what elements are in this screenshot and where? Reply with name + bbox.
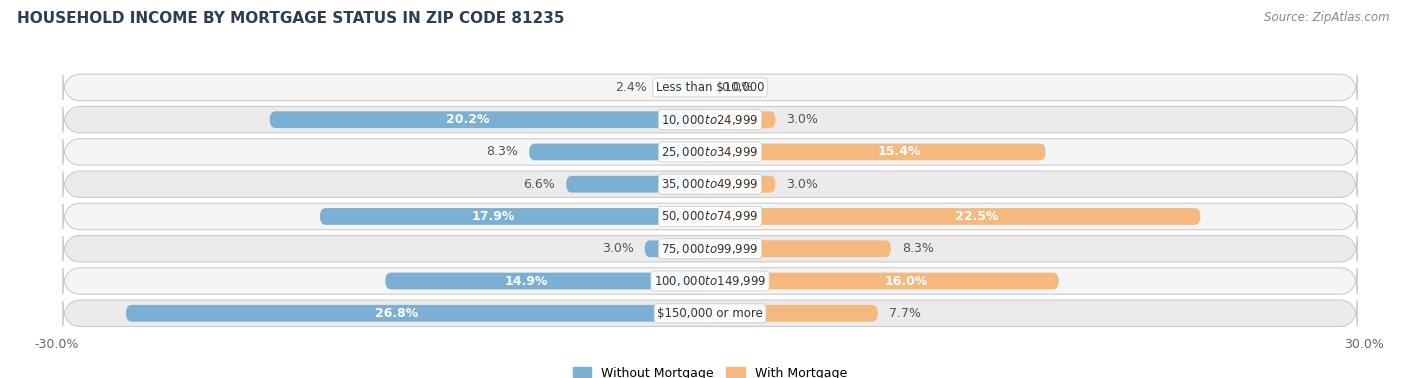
FancyBboxPatch shape bbox=[63, 171, 1357, 197]
FancyBboxPatch shape bbox=[644, 240, 710, 257]
FancyBboxPatch shape bbox=[710, 111, 776, 128]
FancyBboxPatch shape bbox=[710, 273, 1059, 290]
FancyBboxPatch shape bbox=[63, 203, 1357, 230]
FancyBboxPatch shape bbox=[529, 144, 710, 160]
Text: 3.0%: 3.0% bbox=[602, 242, 634, 255]
FancyBboxPatch shape bbox=[710, 208, 1201, 225]
FancyBboxPatch shape bbox=[63, 235, 1357, 262]
FancyBboxPatch shape bbox=[63, 139, 1357, 165]
Text: 17.9%: 17.9% bbox=[471, 210, 515, 223]
Text: $150,000 or more: $150,000 or more bbox=[657, 307, 763, 320]
Text: 7.7%: 7.7% bbox=[889, 307, 921, 320]
Text: $75,000 to $99,999: $75,000 to $99,999 bbox=[661, 242, 759, 256]
Text: 14.9%: 14.9% bbox=[505, 274, 547, 288]
FancyBboxPatch shape bbox=[385, 273, 710, 290]
Legend: Without Mortgage, With Mortgage: Without Mortgage, With Mortgage bbox=[568, 362, 852, 378]
Text: 6.6%: 6.6% bbox=[523, 178, 555, 191]
FancyBboxPatch shape bbox=[127, 305, 710, 322]
FancyBboxPatch shape bbox=[567, 176, 710, 193]
FancyBboxPatch shape bbox=[710, 240, 891, 257]
Text: $100,000 to $149,999: $100,000 to $149,999 bbox=[654, 274, 766, 288]
Text: $10,000 to $24,999: $10,000 to $24,999 bbox=[661, 113, 759, 127]
Text: $25,000 to $34,999: $25,000 to $34,999 bbox=[661, 145, 759, 159]
Text: 15.4%: 15.4% bbox=[877, 146, 921, 158]
Text: Less than $10,000: Less than $10,000 bbox=[655, 81, 765, 94]
FancyBboxPatch shape bbox=[63, 74, 1357, 101]
Text: 3.0%: 3.0% bbox=[786, 178, 818, 191]
FancyBboxPatch shape bbox=[270, 111, 710, 128]
Text: 8.3%: 8.3% bbox=[901, 242, 934, 255]
Text: 26.8%: 26.8% bbox=[374, 307, 418, 320]
Text: 0.0%: 0.0% bbox=[721, 81, 754, 94]
FancyBboxPatch shape bbox=[321, 208, 710, 225]
Text: 16.0%: 16.0% bbox=[884, 274, 928, 288]
Text: $35,000 to $49,999: $35,000 to $49,999 bbox=[661, 177, 759, 191]
Text: 8.3%: 8.3% bbox=[486, 146, 519, 158]
FancyBboxPatch shape bbox=[63, 300, 1357, 327]
Text: HOUSEHOLD INCOME BY MORTGAGE STATUS IN ZIP CODE 81235: HOUSEHOLD INCOME BY MORTGAGE STATUS IN Z… bbox=[17, 11, 564, 26]
Text: Source: ZipAtlas.com: Source: ZipAtlas.com bbox=[1264, 11, 1389, 24]
FancyBboxPatch shape bbox=[710, 305, 877, 322]
FancyBboxPatch shape bbox=[658, 79, 710, 96]
FancyBboxPatch shape bbox=[63, 268, 1357, 294]
Text: 22.5%: 22.5% bbox=[955, 210, 998, 223]
Text: 3.0%: 3.0% bbox=[786, 113, 818, 126]
FancyBboxPatch shape bbox=[710, 176, 776, 193]
FancyBboxPatch shape bbox=[710, 144, 1046, 160]
Text: $50,000 to $74,999: $50,000 to $74,999 bbox=[661, 209, 759, 223]
FancyBboxPatch shape bbox=[63, 107, 1357, 133]
Text: 20.2%: 20.2% bbox=[446, 113, 489, 126]
Text: 2.4%: 2.4% bbox=[614, 81, 647, 94]
